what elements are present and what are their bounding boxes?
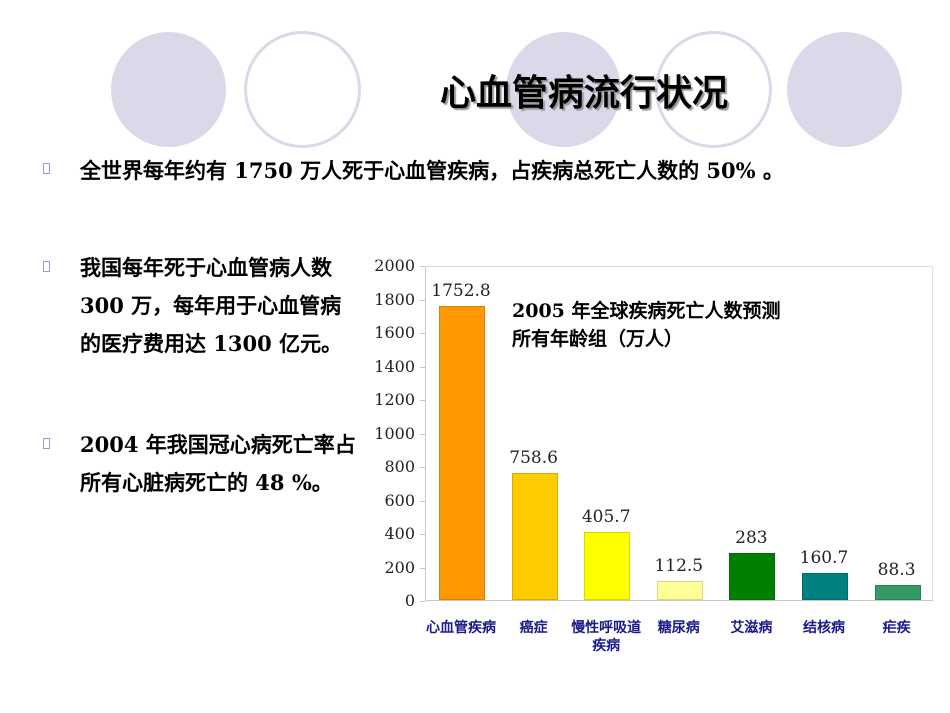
y-tick-label: 400	[384, 524, 415, 543]
bullet-icon	[43, 261, 50, 272]
bar-value-label: 88.3	[877, 560, 916, 581]
y-tick-label: 1400	[374, 356, 415, 376]
category-label-line: 心血管疾病	[426, 620, 496, 636]
y-tick-mark	[420, 266, 425, 267]
y-tick-mark	[420, 467, 425, 468]
category-label-line: 结核病	[803, 620, 845, 636]
bullet-text-2: 我国每年死于心血管病人数 300 万，每年用于心血管病的医疗费用达 1300 亿…	[80, 255, 343, 356]
decor-circle	[244, 31, 361, 148]
y-tick-label: 200	[384, 557, 415, 577]
bullet-text-1: 全世界每年约有 1750 万人死于心血管疾病，占疾病总死亡人数的 50% 。	[80, 158, 784, 183]
bar-value-label: 405.7	[581, 507, 631, 528]
bullet-icon	[43, 438, 50, 449]
bar-value-label: 758.6	[509, 447, 558, 468]
y-tick-label: 1800	[374, 289, 415, 309]
category-label: 艾滋病	[701, 619, 801, 637]
y-tick-mark	[420, 500, 425, 502]
y-tick-mark	[420, 567, 425, 569]
category-label-line: 疾病	[592, 638, 621, 654]
slide-title: 心血管病流行状况	[440, 73, 729, 114]
y-tick-mark	[420, 400, 425, 401]
chart-title: 2005 年全球疾病死亡人数预测 所有年龄组（万人）	[512, 297, 781, 353]
category-label: 结核病	[774, 619, 874, 637]
category-label: 糖尿病	[629, 619, 729, 637]
category-label: 慢性呼吸道 疾病	[556, 619, 656, 655]
chart-title-line-1: 2005 年全球疾病死亡人数预测	[512, 300, 781, 322]
y-tick-label: 0	[404, 591, 415, 610]
y-tick-mark	[420, 534, 425, 535]
y-tick-mark	[420, 333, 425, 334]
category-label-line: 慢性呼吸道	[571, 620, 642, 636]
y-tick-label: 1000	[374, 423, 415, 443]
decor-circle	[111, 32, 226, 147]
y-tick-mark	[420, 601, 425, 602]
bar-value-label: 160.7	[799, 548, 849, 569]
category-label: 心血管疾病	[411, 619, 511, 637]
y-tick-mark	[420, 299, 425, 301]
bar	[656, 581, 703, 600]
category-label: 疟疾	[847, 619, 947, 637]
bar	[584, 532, 631, 600]
y-tick-mark	[420, 366, 425, 368]
y-tick-label: 2000	[374, 256, 415, 275]
decor-circle	[506, 32, 621, 147]
plot-area	[425, 266, 933, 601]
category-label-line: 艾滋病	[730, 620, 773, 636]
decor-circle	[655, 31, 772, 148]
bar-value-label: 283	[735, 527, 768, 548]
category-label-line: 疟疾	[882, 620, 911, 636]
bar	[802, 573, 848, 600]
bullet-icon	[43, 163, 50, 174]
y-tick-label: 600	[384, 490, 415, 510]
bar	[511, 472, 558, 600]
bar-chart: 0 200 400 600 800 1000 1200 1400 1600 1800 2000 20…	[365, 255, 950, 675]
bar-value-label: 1752.8	[431, 281, 491, 302]
bar	[439, 306, 485, 600]
y-tick-label: 1200	[374, 390, 415, 409]
category-label: 癌症	[484, 619, 584, 637]
category-label-line: 癌症	[519, 620, 548, 636]
bullet-text-3: 2004 年我国冠心病死亡率占所有心脏病死亡的 48 %。	[80, 432, 356, 495]
bar	[874, 585, 921, 600]
decor-circle	[787, 32, 902, 147]
y-tick-mark	[420, 433, 425, 435]
y-tick-label: 800	[384, 457, 415, 476]
bar	[729, 552, 776, 600]
category-label-line: 糖尿病	[657, 620, 700, 636]
bar-value-label: 112.5	[654, 556, 704, 577]
chart-title-line-2: 所有年龄组（万人）	[512, 328, 684, 350]
y-tick-label: 1600	[374, 323, 415, 342]
